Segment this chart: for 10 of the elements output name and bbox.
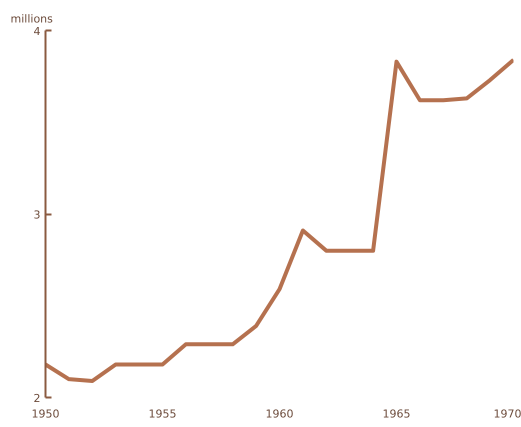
x-tick-label: 1955 bbox=[148, 408, 177, 420]
x-tick-label: 1970 bbox=[494, 408, 521, 420]
x-tick-label: 1950 bbox=[32, 408, 60, 420]
y-tick-label: 4 bbox=[34, 25, 40, 38]
y-tick-label: 2 bbox=[34, 392, 40, 405]
y-axis-title: millions bbox=[10, 12, 54, 26]
x-tick-label: 1960 bbox=[266, 408, 294, 420]
x-tick-label: 1965 bbox=[382, 408, 411, 420]
y-tick-label: 3 bbox=[34, 208, 40, 222]
line-series bbox=[46, 58, 514, 383]
